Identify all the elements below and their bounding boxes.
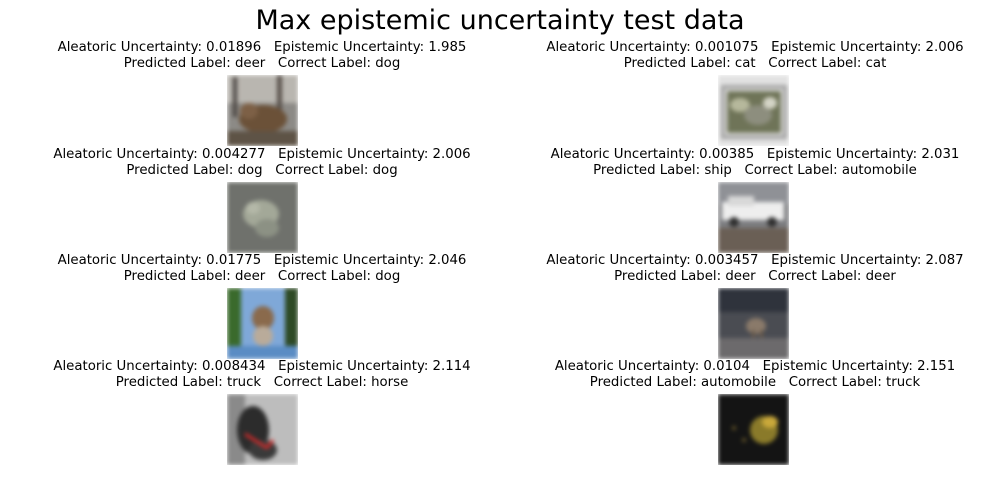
figure-title: Max epistemic uncertainty test data (255, 5, 745, 36)
uncertainty-caption: Aleatoric Uncertainty: 0.01896 Epistemic… (57, 40, 467, 55)
sample-image (227, 182, 298, 253)
sample-panel: Aleatoric Uncertainty: 0.001075 Epistemi… (505, 40, 1000, 148)
sample-image (718, 75, 789, 146)
label-caption: Predicted Label: deer Correct Label: dee… (614, 269, 896, 284)
label-caption: Predicted Label: dog Correct Label: dog (126, 163, 398, 178)
sample-panel: Aleatoric Uncertainty: 0.004277 Epistemi… (12, 147, 512, 255)
sample-panel: Aleatoric Uncertainty: 0.00385 Epistemic… (505, 147, 1000, 255)
label-caption: Predicted Label: deer Correct Label: dog (123, 269, 401, 284)
sample-panel: Aleatoric Uncertainty: 0.0104 Epistemic … (505, 359, 1000, 467)
uncertainty-caption: Aleatoric Uncertainty: 0.01775 Epistemic… (57, 253, 467, 268)
label-caption: Predicted Label: automobile Correct Labe… (589, 375, 921, 390)
sample-image (718, 394, 789, 465)
uncertainty-caption: Aleatoric Uncertainty: 0.008434 Epistemi… (53, 359, 471, 374)
sample-image (718, 182, 789, 253)
sample-image (718, 288, 789, 359)
sample-image (227, 288, 298, 359)
uncertainty-caption: Aleatoric Uncertainty: 0.0104 Epistemic … (554, 359, 956, 374)
label-caption: Predicted Label: deer Correct Label: dog (123, 56, 401, 71)
label-caption: Predicted Label: ship Correct Label: aut… (593, 163, 917, 178)
uncertainty-caption: Aleatoric Uncertainty: 0.003457 Epistemi… (546, 253, 964, 268)
uncertainty-caption: Aleatoric Uncertainty: 0.00385 Epistemic… (550, 147, 960, 162)
label-caption: Predicted Label: truck Correct Label: ho… (115, 375, 409, 390)
sample-panel: Aleatoric Uncertainty: 0.008434 Epistemi… (12, 359, 512, 467)
sample-panel: Aleatoric Uncertainty: 0.01775 Epistemic… (12, 253, 512, 361)
uncertainty-caption: Aleatoric Uncertainty: 0.004277 Epistemi… (53, 147, 471, 162)
label-caption: Predicted Label: cat Correct Label: cat (623, 56, 887, 71)
sample-image (227, 394, 298, 465)
sample-image (227, 75, 298, 146)
sample-panel: Aleatoric Uncertainty: 0.003457 Epistemi… (505, 253, 1000, 361)
sample-panel: Aleatoric Uncertainty: 0.01896 Epistemic… (12, 40, 512, 148)
uncertainty-caption: Aleatoric Uncertainty: 0.001075 Epistemi… (546, 40, 964, 55)
